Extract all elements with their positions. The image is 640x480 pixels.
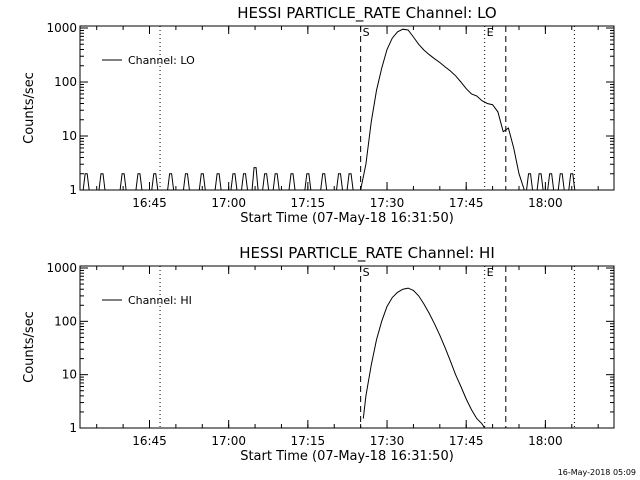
- y-tick-label: 1000: [46, 21, 77, 35]
- y-axis-label: Counts/sec: [22, 311, 37, 383]
- x-axis-label: Start Time (07-May-18 16:31:50): [240, 449, 454, 464]
- x-tick-label: 17:15: [291, 434, 326, 448]
- x-tick-label: 17:00: [211, 434, 246, 448]
- y-tick-label: 1: [69, 183, 77, 197]
- marker-label: E: [487, 26, 494, 39]
- footer-timestamp: 16-May-2018 05:09: [558, 468, 636, 477]
- x-tick-label: 17:30: [370, 434, 405, 448]
- panel-hi: HESSI PARTICLE_RATE Channel: HI 1 10 100 100…: [22, 244, 615, 464]
- x-tick-label: 16:45: [132, 434, 167, 448]
- y-axis-label: Counts/sec: [22, 72, 37, 144]
- y-tick-label: 1000: [46, 261, 77, 275]
- chart-title: HESSI PARTICLE_RATE Channel: HI: [239, 244, 495, 263]
- plot-frame: [79, 265, 615, 429]
- panel-lo: HESSI PARTICLE_RATE Channel: LO 1 10 100 100…: [22, 4, 615, 226]
- y-tick-label: 100: [54, 314, 77, 328]
- x-tick-label: 17:15: [291, 196, 326, 210]
- x-tick-label: 16:45: [132, 196, 167, 210]
- x-tick-label: 18:00: [528, 196, 563, 210]
- marker-label: S: [363, 266, 370, 279]
- legend-label: Channel: LO: [128, 54, 195, 67]
- marker-label: S: [363, 26, 370, 39]
- x-tick-label: 18:00: [528, 434, 563, 448]
- legend-label: Channel: HI: [128, 294, 192, 307]
- x-axis-label: Start Time (07-May-18 16:31:50): [240, 211, 454, 226]
- x-tick-label: 17:45: [449, 196, 484, 210]
- series-noise-line: [80, 167, 576, 191]
- y-tick-label: 10: [62, 368, 77, 382]
- x-tick-label: 17:00: [211, 196, 246, 210]
- x-tick-label: 17:30: [370, 196, 405, 210]
- series-line-0: [362, 287, 486, 429]
- series-line-0: [360, 28, 525, 191]
- x-tick-label: 17:45: [449, 434, 484, 448]
- chart-title: HESSI PARTICLE_RATE Channel: LO: [237, 4, 496, 23]
- y-tick-label: 10: [62, 129, 77, 143]
- y-tick-label: 100: [54, 75, 77, 89]
- y-tick-label: 1: [69, 421, 77, 435]
- marker-label: E: [487, 266, 494, 279]
